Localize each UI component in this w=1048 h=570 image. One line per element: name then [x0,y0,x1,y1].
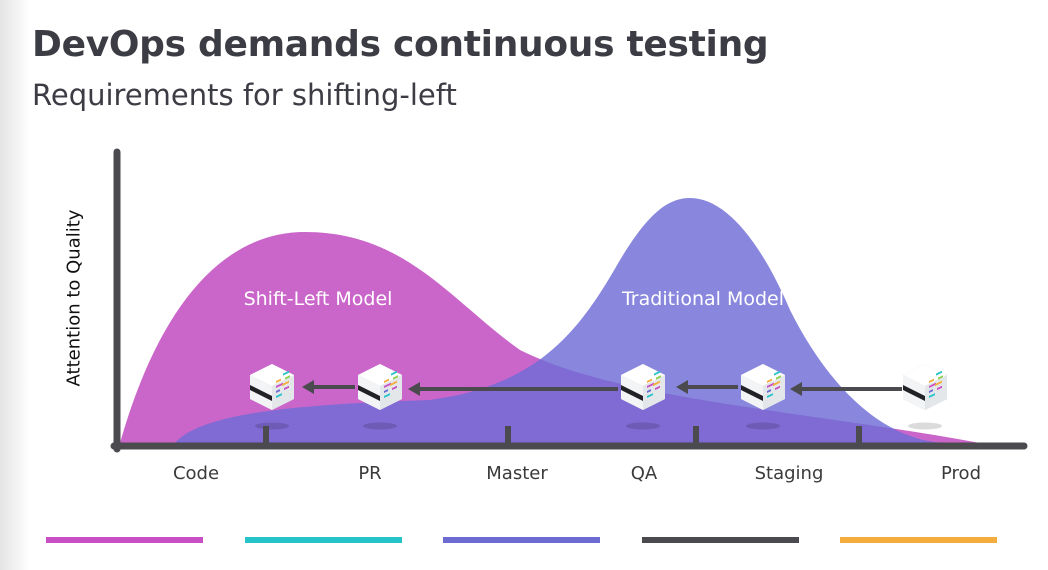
stage-label-prod: Prod [941,463,981,484]
stage-tick [263,426,269,447]
page-title: DevOps demands continuous testing [32,24,769,65]
brand-color-bar-gray [642,537,799,543]
stage-label-master: Master [486,463,548,484]
arrow-left-icon [302,380,355,394]
brand-color-bar-orange [840,537,997,543]
stage-label-staging: Staging [754,463,824,484]
left-edge-shadow [0,0,30,570]
y-axis-label: Attention to Quality [63,209,85,387]
shift-left-model-label: Shift-Left Model [243,288,393,310]
test-cube-icon [903,364,947,430]
stage-label-qa: QA [630,463,658,484]
arrow-left-icon [408,382,618,396]
stage-label-pr: PR [358,463,382,484]
brand-color-bar-purple [443,537,600,543]
brand-color-bar-teal [245,537,402,543]
stage-tick [856,426,862,447]
traditional-model-label: Traditional Model [621,288,785,310]
shift-left-curve [120,232,980,443]
brand-color-bar-magenta [46,537,203,543]
stage-tick [693,426,699,447]
page-subtitle: Requirements for shifting-left [32,78,457,112]
arrow-left-icon [676,380,738,394]
arrow-left-icon [790,382,902,396]
stage-label-code: Code [172,463,220,484]
stage-tick [505,426,511,447]
